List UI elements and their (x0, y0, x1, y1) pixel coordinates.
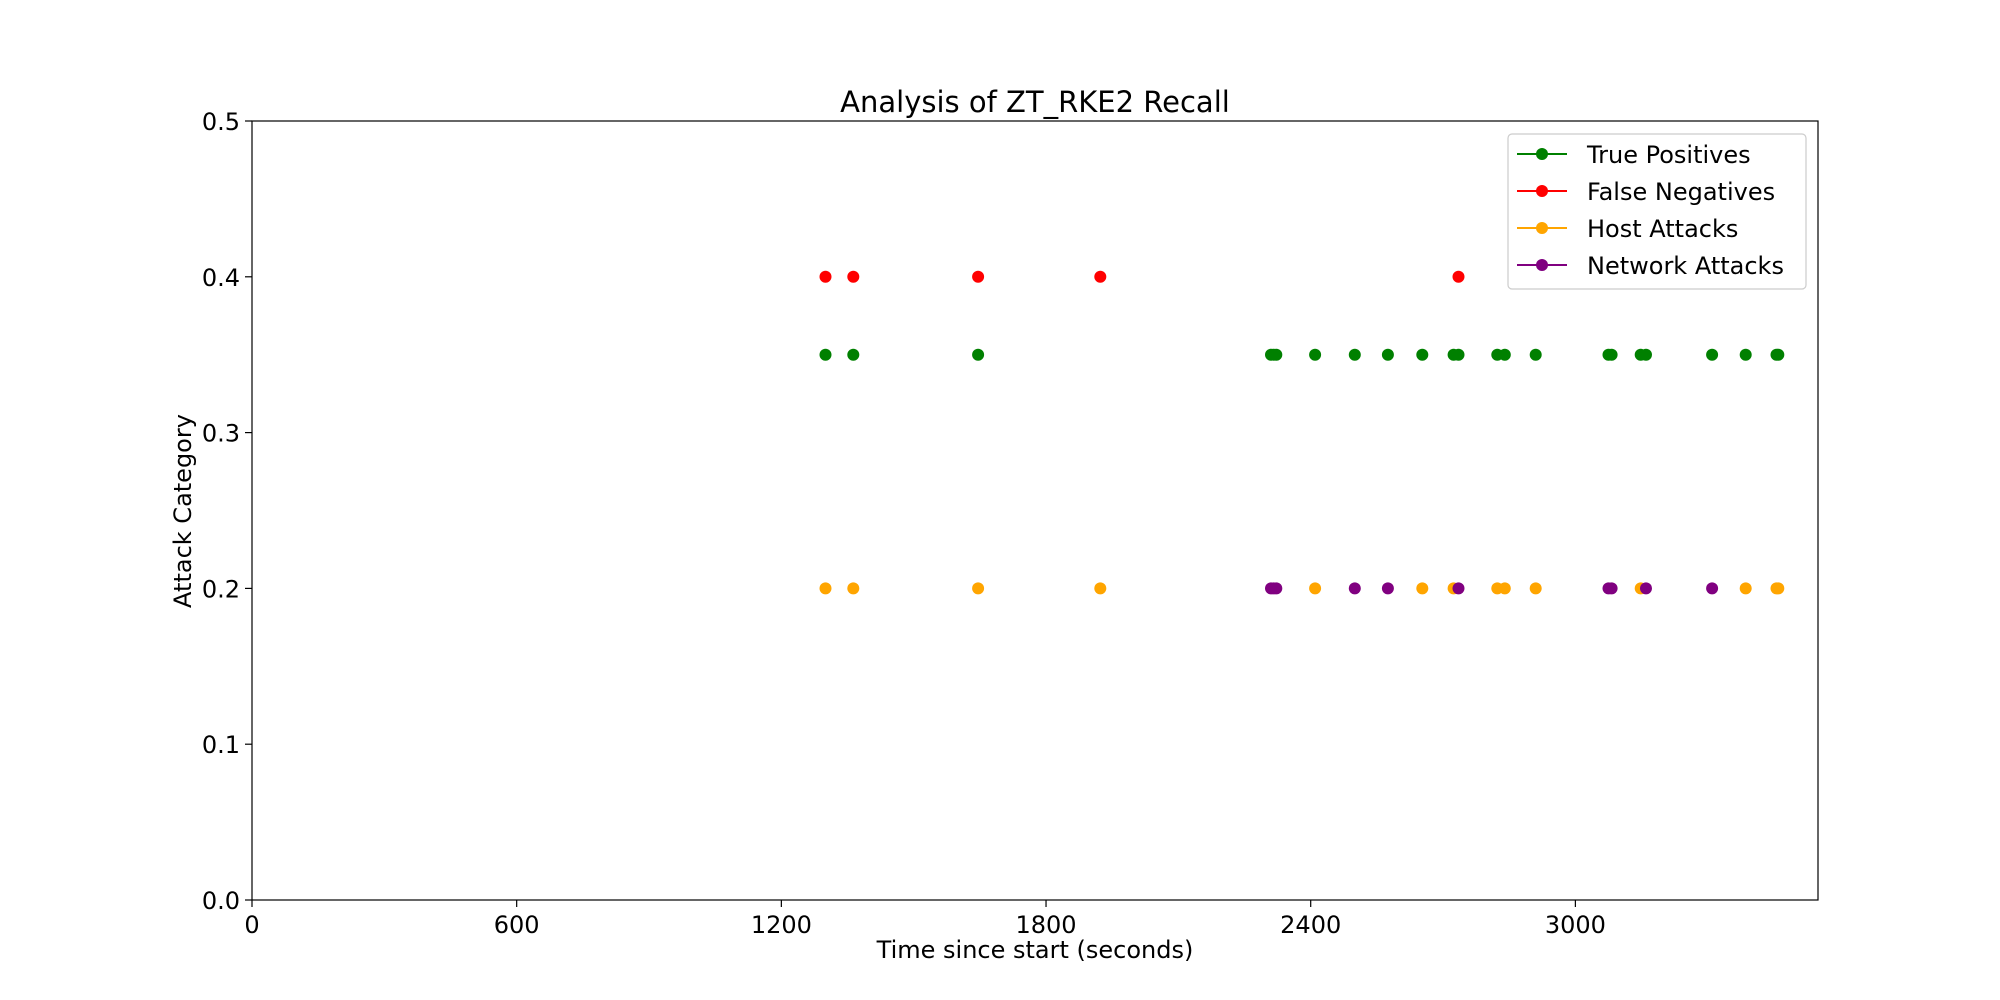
y-tick-label: 0.4 (202, 264, 240, 292)
data-point (1452, 582, 1465, 595)
chart-title: Analysis of ZT_RKE2 Recall (840, 85, 1230, 119)
data-point (1348, 348, 1361, 361)
data-point (847, 348, 860, 361)
data-point (1094, 582, 1107, 595)
data-point (1270, 582, 1283, 595)
data-point (1309, 582, 1322, 595)
legend-marker (1536, 185, 1548, 197)
legend-marker (1536, 148, 1548, 160)
data-point (819, 270, 832, 283)
y-tick-label: 0.3 (202, 420, 240, 448)
series-3 (1265, 582, 1719, 595)
x-tick-label: 1800 (1015, 911, 1076, 939)
data-point (972, 582, 985, 595)
data-point (1529, 348, 1542, 361)
series-2 (819, 582, 1785, 595)
data-point (972, 270, 985, 283)
data-point (1529, 582, 1542, 595)
data-point (1498, 348, 1511, 361)
data-point (819, 582, 832, 595)
y-tick-label: 0.2 (202, 575, 240, 603)
data-point (1640, 348, 1652, 361)
data-point (1706, 348, 1719, 361)
data-point (1381, 348, 1394, 361)
x-tick-label: 2400 (1280, 911, 1341, 939)
data-point (1416, 582, 1429, 595)
plot-area-frame (251, 120, 1819, 901)
data-point (972, 348, 985, 361)
data-point (1772, 348, 1785, 361)
series-1 (819, 270, 1465, 283)
legend-marker (1536, 222, 1548, 234)
legend-item: Network Attacks (1517, 252, 1784, 280)
data-point (1348, 582, 1361, 595)
legend-frame (1507, 133, 1807, 290)
legend-label: Network Attacks (1587, 252, 1784, 280)
data-point (847, 270, 860, 283)
data-point (1605, 582, 1618, 595)
data-marks (819, 270, 1785, 595)
x-axis: 0 600 1200 1800 2400 3000 (244, 900, 1606, 939)
data-point (1309, 348, 1322, 361)
legend-item: Host Attacks (1517, 215, 1738, 243)
data-point (1094, 270, 1107, 283)
y-axis-title: Attack Category (169, 414, 197, 608)
data-point (1706, 582, 1719, 595)
data-point (1452, 270, 1465, 283)
y-axis: 0.0 0.1 0.2 0.3 0.4 0.5 (202, 108, 252, 915)
legend-label: False Negatives (1587, 178, 1775, 206)
y-tick-label: 0.0 (202, 887, 240, 915)
data-point (819, 348, 832, 361)
data-point (1452, 348, 1465, 361)
legend-marker (1536, 259, 1548, 271)
data-point (1739, 348, 1752, 361)
x-tick-label: 600 (494, 911, 540, 939)
y-tick-label: 0.5 (202, 108, 240, 136)
legend-item: True Positives (1517, 141, 1751, 169)
x-tick-label: 0 (244, 911, 259, 939)
data-point (1739, 582, 1752, 595)
data-point (1270, 348, 1283, 361)
data-point (1640, 582, 1652, 595)
legend-item: False Negatives (1517, 178, 1775, 206)
data-point (1772, 582, 1785, 595)
data-point (1381, 582, 1394, 595)
legend-label: Host Attacks (1587, 215, 1738, 243)
x-tick-label: 1200 (751, 911, 812, 939)
x-axis-title: Time since start (seconds) (876, 936, 1194, 964)
legend: True Positives False Negatives Host Attack… (1507, 133, 1807, 290)
data-point (1498, 582, 1511, 595)
data-point (1416, 348, 1429, 361)
data-point (847, 582, 860, 595)
data-point (1605, 348, 1618, 361)
series-0 (819, 348, 1785, 361)
legend-label: True Positives (1586, 141, 1751, 169)
y-tick-label: 0.1 (202, 731, 240, 759)
x-tick-label: 3000 (1545, 911, 1606, 939)
